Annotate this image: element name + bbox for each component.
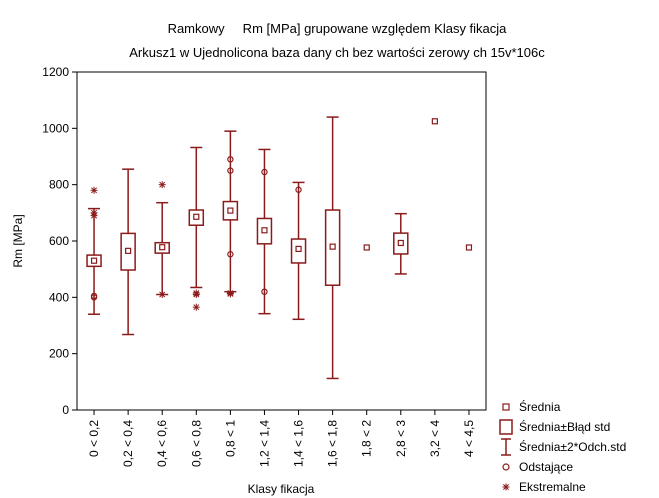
extreme-point-stroke [503,484,509,490]
x-axis: 0 < 0,2 0,2 < 0,4 0,4 < 0,6 0,6 < 0,8 0,8 < … [87,410,476,467]
mean-marker [363,244,370,251]
mean-marker [90,257,98,264]
outlier-point [227,251,234,258]
extreme-point [226,290,234,298]
legend-label: Średnia±Błąd std [519,419,610,434]
x-tick-label: 4 < 4,5 [462,420,476,457]
outlier-point [261,288,268,295]
box-series [86,116,473,380]
x-tick-label: 1,6 < 1,8 [326,420,340,467]
extreme-point-stroke [227,290,234,297]
mean-marker [431,118,438,125]
extreme-point-stroke [193,291,200,298]
y-tick-label: 200 [49,347,69,361]
x-tick-label: 1,2 < 1,4 [257,420,271,467]
extreme-point [158,181,166,189]
mean-marker [159,244,166,251]
chart-title: Ramkowy Rm [MPa] grupowane względem Klas… [168,21,508,36]
legend-label: Ekstremalne [519,480,586,494]
legend-item: Średnia±Błąd std [499,419,610,435]
extreme-point-stroke [91,212,98,219]
y-tick-label: 0 [62,403,69,417]
x-axis-label: Klasy fikacja [248,482,315,496]
extreme-point [90,212,98,220]
extreme-point-stroke [159,181,166,188]
y-tick-label: 400 [49,290,69,304]
x-tick-label: 0 < 0,2 [87,420,101,457]
mean-marker [465,244,473,251]
extreme-point-stroke [193,304,200,311]
legend-label: Średnia±2*Odch.std [519,439,626,454]
extreme-point [158,291,166,299]
x-tick-label: 2,8 < 3 [394,420,408,457]
y-tick-label: 1000 [42,121,69,135]
x-tick-label: 0,4 < 0,6 [155,420,169,467]
legend-label: Średnia [519,399,561,414]
x-tick-label: 1,8 < 2 [360,420,374,457]
mean-marker [261,227,268,234]
extreme-point [192,291,200,299]
y-axis: 0 200 400 600 800 1000 1200 [42,65,77,417]
legend-item: Ekstremalne [502,480,586,494]
mean-marker [397,239,404,247]
legend-se-box-icon [499,419,513,435]
legend-label: Odstające [519,460,573,474]
extreme-point [192,303,200,311]
y-tick-label: 800 [49,178,69,192]
legend-item: Średnia±2*Odch.std [501,438,626,456]
y-tick-label: 600 [49,234,69,248]
legend: Średnia Średnia±Błąd std Średnia±2*Odch.st… [499,399,626,494]
mean-marker [295,245,302,252]
outlier-point [295,186,302,193]
legend-mean-icon [502,403,510,411]
extreme-point-stroke [159,291,166,298]
mean-marker [125,247,132,254]
mean-marker [329,243,336,250]
outlier-point [261,168,268,176]
legend-outlier-icon [502,463,510,471]
x-tick-label: 1,4 < 1,6 [292,420,306,467]
legend-item: Średnia [502,399,561,414]
chart-subtitle: Arkusz1 w Ujednolicona baza dany ch bez … [129,45,545,60]
legend-item: Odstające [502,460,573,474]
outlier-point [90,292,98,300]
extreme-point-stroke [91,187,98,194]
extreme-point [502,483,510,491]
x-tick-label: 0,8 < 1 [223,420,237,457]
x-tick-label: 3,2 < 4 [428,420,442,457]
mean-marker [193,213,200,220]
y-axis-label: Rm [MPa] [11,214,25,267]
x-tick-label: 0,6 < 0,8 [189,420,203,467]
extreme-point [90,186,98,194]
outlier-point [227,156,234,163]
x-tick-label: 0,2 < 0,4 [121,420,135,467]
y-tick-label: 1200 [42,65,69,79]
outlier-point [227,167,234,174]
mean-marker [227,207,234,214]
